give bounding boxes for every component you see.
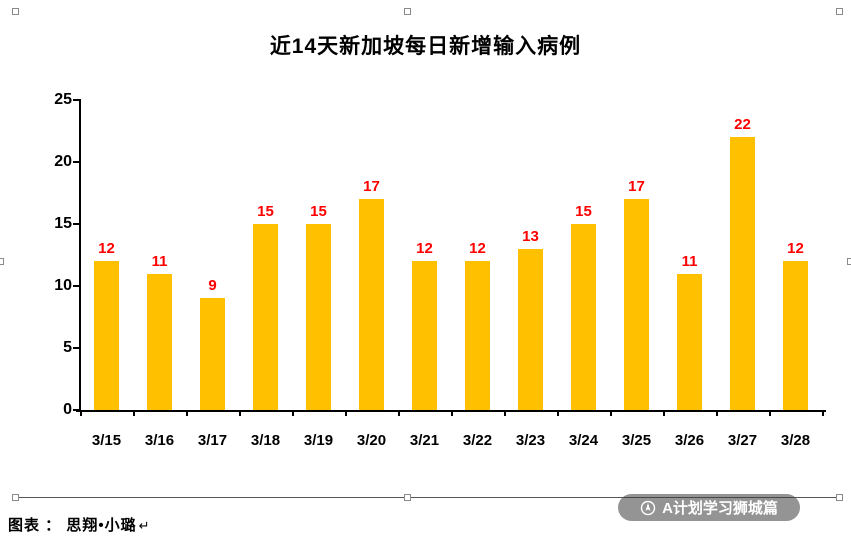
x-tick-mark (716, 410, 718, 416)
x-category-label: 3/20 (356, 432, 387, 449)
x-category-label: 3/28 (780, 432, 811, 449)
chart-title: 近14天新加坡每日新增输入病例 (269, 35, 582, 58)
object-bottom-border (12, 497, 840, 498)
bar (624, 199, 649, 410)
selection-handle-top-right[interactable] (836, 8, 843, 15)
x-category-label: 3/25 (621, 432, 652, 449)
bar (730, 137, 755, 410)
selection-handle-bottom-center[interactable] (404, 494, 411, 501)
y-tick-label: 10 (54, 277, 72, 294)
bar (359, 199, 384, 410)
x-tick-mark (239, 410, 241, 416)
caption-text: 图表 ： 思翔•小璐 (8, 517, 137, 534)
bar-value-label: 12 (98, 240, 115, 258)
bar (783, 261, 808, 410)
bar (94, 261, 119, 410)
x-tick-mark (345, 410, 347, 416)
paragraph-return-icon: ↵ (138, 518, 151, 533)
y-tick-mark (73, 285, 79, 287)
x-tick-mark (186, 410, 188, 416)
bar-value-label: 17 (628, 178, 645, 196)
y-tick-mark (73, 409, 79, 411)
bar-value-label: 9 (208, 277, 217, 295)
x-category-label: 3/27 (727, 432, 758, 449)
x-category-label: 3/23 (515, 432, 546, 449)
x-category-label: 3/21 (409, 432, 440, 449)
watermark-logo-icon (640, 500, 656, 516)
x-category-label: 3/22 (462, 432, 493, 449)
bar (677, 273, 702, 410)
x-tick-mark (769, 410, 771, 416)
y-tick-label: 0 (63, 401, 72, 418)
selection-handle-top-left[interactable] (12, 8, 19, 15)
bar (200, 298, 225, 410)
x-tick-mark (557, 410, 559, 416)
bar-value-label: 15 (257, 203, 274, 220)
x-category-label: 3/24 (568, 432, 599, 449)
x-category-label: 3/15 (91, 432, 122, 449)
x-tick-mark (610, 410, 612, 416)
x-tick-mark (80, 410, 82, 416)
bar-value-label: 22 (734, 116, 751, 134)
bar (306, 224, 331, 410)
y-tick-mark (73, 99, 79, 101)
selection-handle-bottom-left[interactable] (12, 494, 19, 501)
y-tick-label: 5 (63, 339, 72, 356)
bar (253, 224, 278, 410)
y-tick-mark (73, 223, 79, 225)
selection-handle-left-middle[interactable] (0, 258, 4, 265)
x-category-label: 3/16 (144, 432, 175, 449)
x-tick-mark (451, 410, 453, 416)
bar-value-label: 15 (310, 203, 327, 220)
bar (412, 261, 437, 410)
y-tick-label: 20 (54, 153, 72, 170)
x-tick-mark (292, 410, 294, 416)
y-tick-label: 15 (54, 215, 72, 232)
bar-value-label: 13 (522, 227, 539, 245)
x-tick-mark (504, 410, 506, 416)
bar-value-label: 17 (363, 178, 380, 196)
watermark-text: A计划学习狮城篇 (662, 500, 778, 517)
bar (147, 273, 172, 410)
x-tick-mark (398, 410, 400, 416)
selection-handle-top-center[interactable] (404, 8, 411, 15)
bar-value-label: 12 (469, 240, 486, 258)
y-tick-mark (73, 161, 79, 163)
chart-caption: 图表 ： 思翔•小璐 ↵ (8, 514, 151, 535)
bar-value-label: 12 (787, 240, 804, 258)
selection-handle-right-middle[interactable] (847, 258, 851, 265)
bar (465, 261, 490, 410)
y-tick-label: 25 (54, 91, 72, 108)
bar-value-label: 11 (681, 252, 698, 270)
selection-handle-bottom-right[interactable] (836, 494, 843, 501)
x-category-label: 3/26 (674, 432, 705, 449)
x-tick-mark (663, 410, 665, 416)
x-category-label: 3/18 (250, 432, 281, 449)
x-category-label: 3/19 (303, 432, 334, 449)
watermark-badge: A计划学习狮城篇 (618, 494, 800, 521)
bar (571, 224, 596, 410)
bar-value-label: 15 (575, 203, 592, 220)
y-tick-mark (73, 347, 79, 349)
x-tick-mark (133, 410, 135, 416)
x-tick-mark (822, 410, 824, 416)
y-axis-line (79, 99, 81, 412)
bar-value-label: 12 (416, 240, 433, 258)
bar-value-label: 11 (151, 252, 168, 270)
x-category-label: 3/17 (197, 432, 228, 449)
bar (518, 248, 543, 410)
